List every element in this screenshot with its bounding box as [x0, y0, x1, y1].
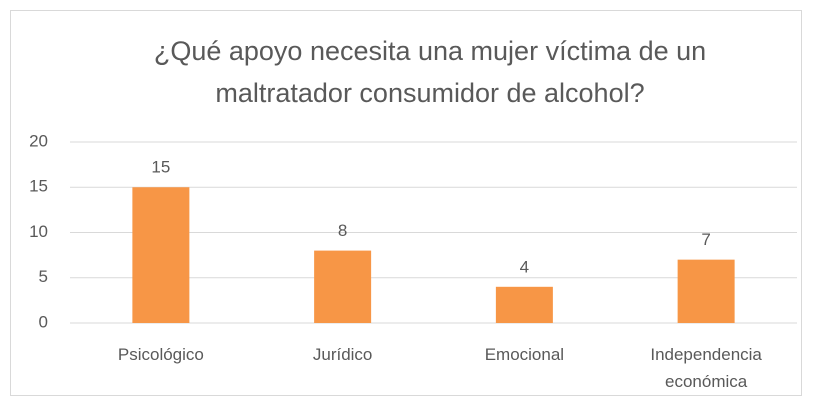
bar	[495, 286, 553, 323]
x-tick-label: Independencia económica	[650, 345, 762, 391]
data-label: 7	[701, 230, 710, 249]
y-tick-label: 5	[39, 267, 48, 286]
chart-title: ¿Qué apoyo necesita una mujer víctima de…	[153, 36, 707, 108]
y-tick-label: 15	[29, 177, 48, 196]
chart-frame	[10, 10, 802, 396]
bar	[132, 187, 190, 323]
y-tick-label: 20	[29, 131, 48, 150]
data-label: 8	[338, 221, 347, 240]
bar	[677, 259, 735, 323]
x-tick-label: Jurídico	[312, 345, 373, 364]
y-tick-label: 0	[39, 312, 48, 331]
x-tick-label: Psicológico	[117, 345, 204, 364]
x-tick-label: Emocional	[484, 345, 565, 364]
data-label: 4	[520, 257, 529, 276]
y-tick-label: 10	[29, 222, 48, 241]
bar	[314, 250, 372, 323]
data-label: 15	[151, 158, 170, 177]
